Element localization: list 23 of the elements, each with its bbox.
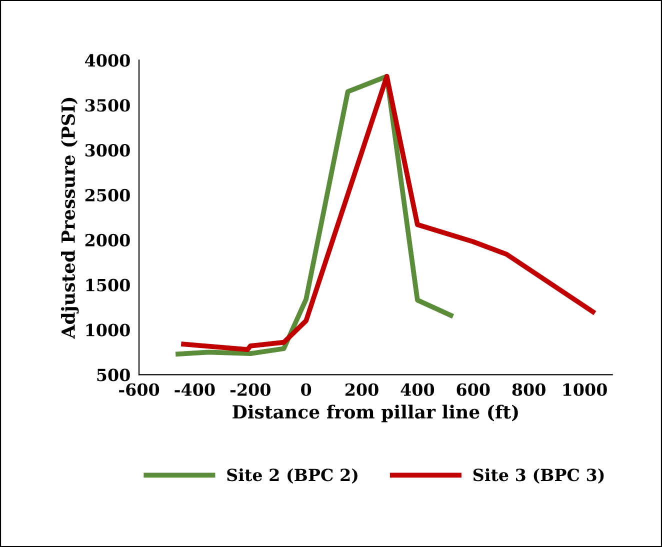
y-tick-label: 1500 xyxy=(86,278,130,292)
y-tick-label: 3500 xyxy=(85,99,130,112)
y-tick-label: 500 xyxy=(97,368,130,382)
x-tick-label: 200 xyxy=(345,383,378,396)
x-tick-label: -200 xyxy=(230,383,270,396)
line-series xyxy=(176,74,454,356)
x-axis-title: Distance from pillar line (ft) xyxy=(232,404,518,422)
y-tick-label: 2500 xyxy=(85,188,130,202)
line-series xyxy=(181,74,596,352)
x-tick-label: 1000 xyxy=(563,383,607,396)
y-axis-title: Adjusted Pressure (PSI) xyxy=(61,98,79,339)
y-tick-label: 3000 xyxy=(85,144,130,157)
x-tick-label: -400 xyxy=(174,383,215,396)
x-tick-label: 0 xyxy=(301,383,312,396)
x-tick-label: 600 xyxy=(456,383,490,396)
x-tick-label: 800 xyxy=(512,383,546,396)
x-tick-label: -600 xyxy=(119,383,160,396)
legend-label: Site 3 (BPC 3) xyxy=(473,468,604,484)
x-tick-label: 400 xyxy=(400,383,434,396)
y-tick-label: 4000 xyxy=(84,54,130,67)
y-tick-label: 2000 xyxy=(85,234,130,246)
legend-label: Site 2 (BPC 2) xyxy=(227,468,358,484)
y-tick-label: 1000 xyxy=(86,324,130,336)
